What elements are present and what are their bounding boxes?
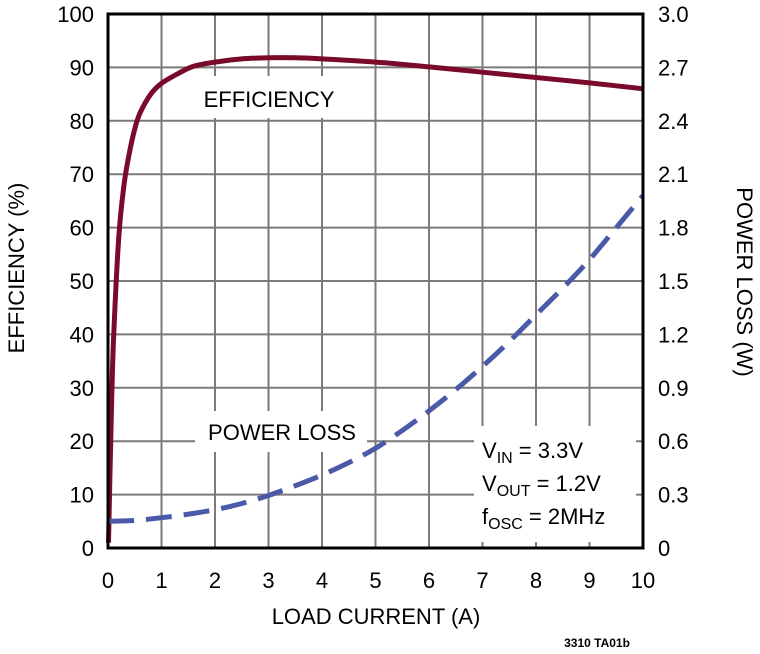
power-loss-label-bg bbox=[195, 411, 367, 452]
y2-tick-label: 0 bbox=[658, 536, 670, 561]
x-tick-label: 4 bbox=[316, 568, 328, 593]
label-backgrounds bbox=[190, 76, 636, 542]
conditions-box-bg bbox=[474, 426, 636, 542]
x-tick-label: 2 bbox=[209, 568, 221, 593]
y-tick-label: 10 bbox=[70, 483, 94, 508]
y2-tick-label: 2.1 bbox=[658, 162, 689, 187]
x-tick-label: 3 bbox=[262, 568, 274, 593]
y2-tick-label: 2.4 bbox=[658, 109, 689, 134]
y-axis-left-ticks: 0 10 20 30 40 50 60 70 80 90 100 bbox=[57, 2, 94, 561]
x-tick-label: 0 bbox=[102, 568, 114, 593]
y2-tick-label: 0.6 bbox=[658, 429, 689, 454]
y-axis-right-ticks: 0 0.3 0.6 0.9 1.2 1.5 1.8 2.1 2.4 2.7 3.0 bbox=[658, 2, 689, 561]
x-tick-label: 1 bbox=[155, 568, 167, 593]
y2-tick-label: 1.2 bbox=[658, 322, 689, 347]
x-tick-label: 8 bbox=[530, 568, 542, 593]
figure-id-label: 3310 TA01b bbox=[564, 636, 630, 650]
x-tick-label: 10 bbox=[631, 568, 655, 593]
x-tick-label: 6 bbox=[423, 568, 435, 593]
x-axis-title: LOAD CURRENT (A) bbox=[272, 604, 481, 629]
y-tick-label: 100 bbox=[57, 2, 94, 27]
y2-tick-label: 1.5 bbox=[658, 269, 689, 294]
efficiency-label-bg bbox=[190, 76, 345, 118]
y-axis-left-title: EFFICIENCY (%) bbox=[4, 183, 29, 354]
y2-tick-label: 0.3 bbox=[658, 483, 689, 508]
y-tick-label: 40 bbox=[70, 322, 94, 347]
x-axis-ticks: 0 1 2 3 4 5 6 7 8 9 10 bbox=[102, 568, 655, 593]
x-tick-label: 7 bbox=[476, 568, 488, 593]
power-loss-curve-label: POWER LOSS bbox=[208, 420, 356, 445]
condition-line: VOUT = 1.2V bbox=[482, 471, 601, 500]
y2-tick-label: 0.9 bbox=[658, 376, 689, 401]
y-axis-right-title: POWER LOSS (W) bbox=[732, 187, 757, 376]
plot-frame bbox=[106, 12, 645, 550]
condition-line: fOSC = 2MHz bbox=[482, 504, 605, 533]
y-tick-label: 20 bbox=[70, 429, 94, 454]
operating-conditions-box: VIN = 3.3V VOUT = 1.2V fOSC = 2MHz bbox=[482, 438, 605, 533]
data-series bbox=[106, 55, 645, 543]
y-tick-label: 0 bbox=[82, 536, 94, 561]
efficiency-curve bbox=[106, 55, 644, 543]
y2-tick-label: 2.7 bbox=[658, 55, 689, 80]
y-tick-label: 60 bbox=[70, 216, 94, 241]
condition-line: VIN = 3.3V bbox=[482, 438, 583, 467]
efficiency-curve-label: EFFICIENCY bbox=[204, 87, 335, 112]
y-tick-label: 80 bbox=[70, 109, 94, 134]
y-tick-label: 70 bbox=[70, 162, 94, 187]
y-tick-label: 50 bbox=[70, 269, 94, 294]
x-tick-label: 9 bbox=[583, 568, 595, 593]
y-tick-label: 90 bbox=[70, 55, 94, 80]
y2-tick-label: 3.0 bbox=[658, 2, 689, 27]
x-tick-label: 5 bbox=[369, 568, 381, 593]
y-tick-label: 30 bbox=[70, 376, 94, 401]
power-loss-curve bbox=[107, 193, 645, 524]
y2-tick-label: 1.8 bbox=[658, 216, 689, 241]
